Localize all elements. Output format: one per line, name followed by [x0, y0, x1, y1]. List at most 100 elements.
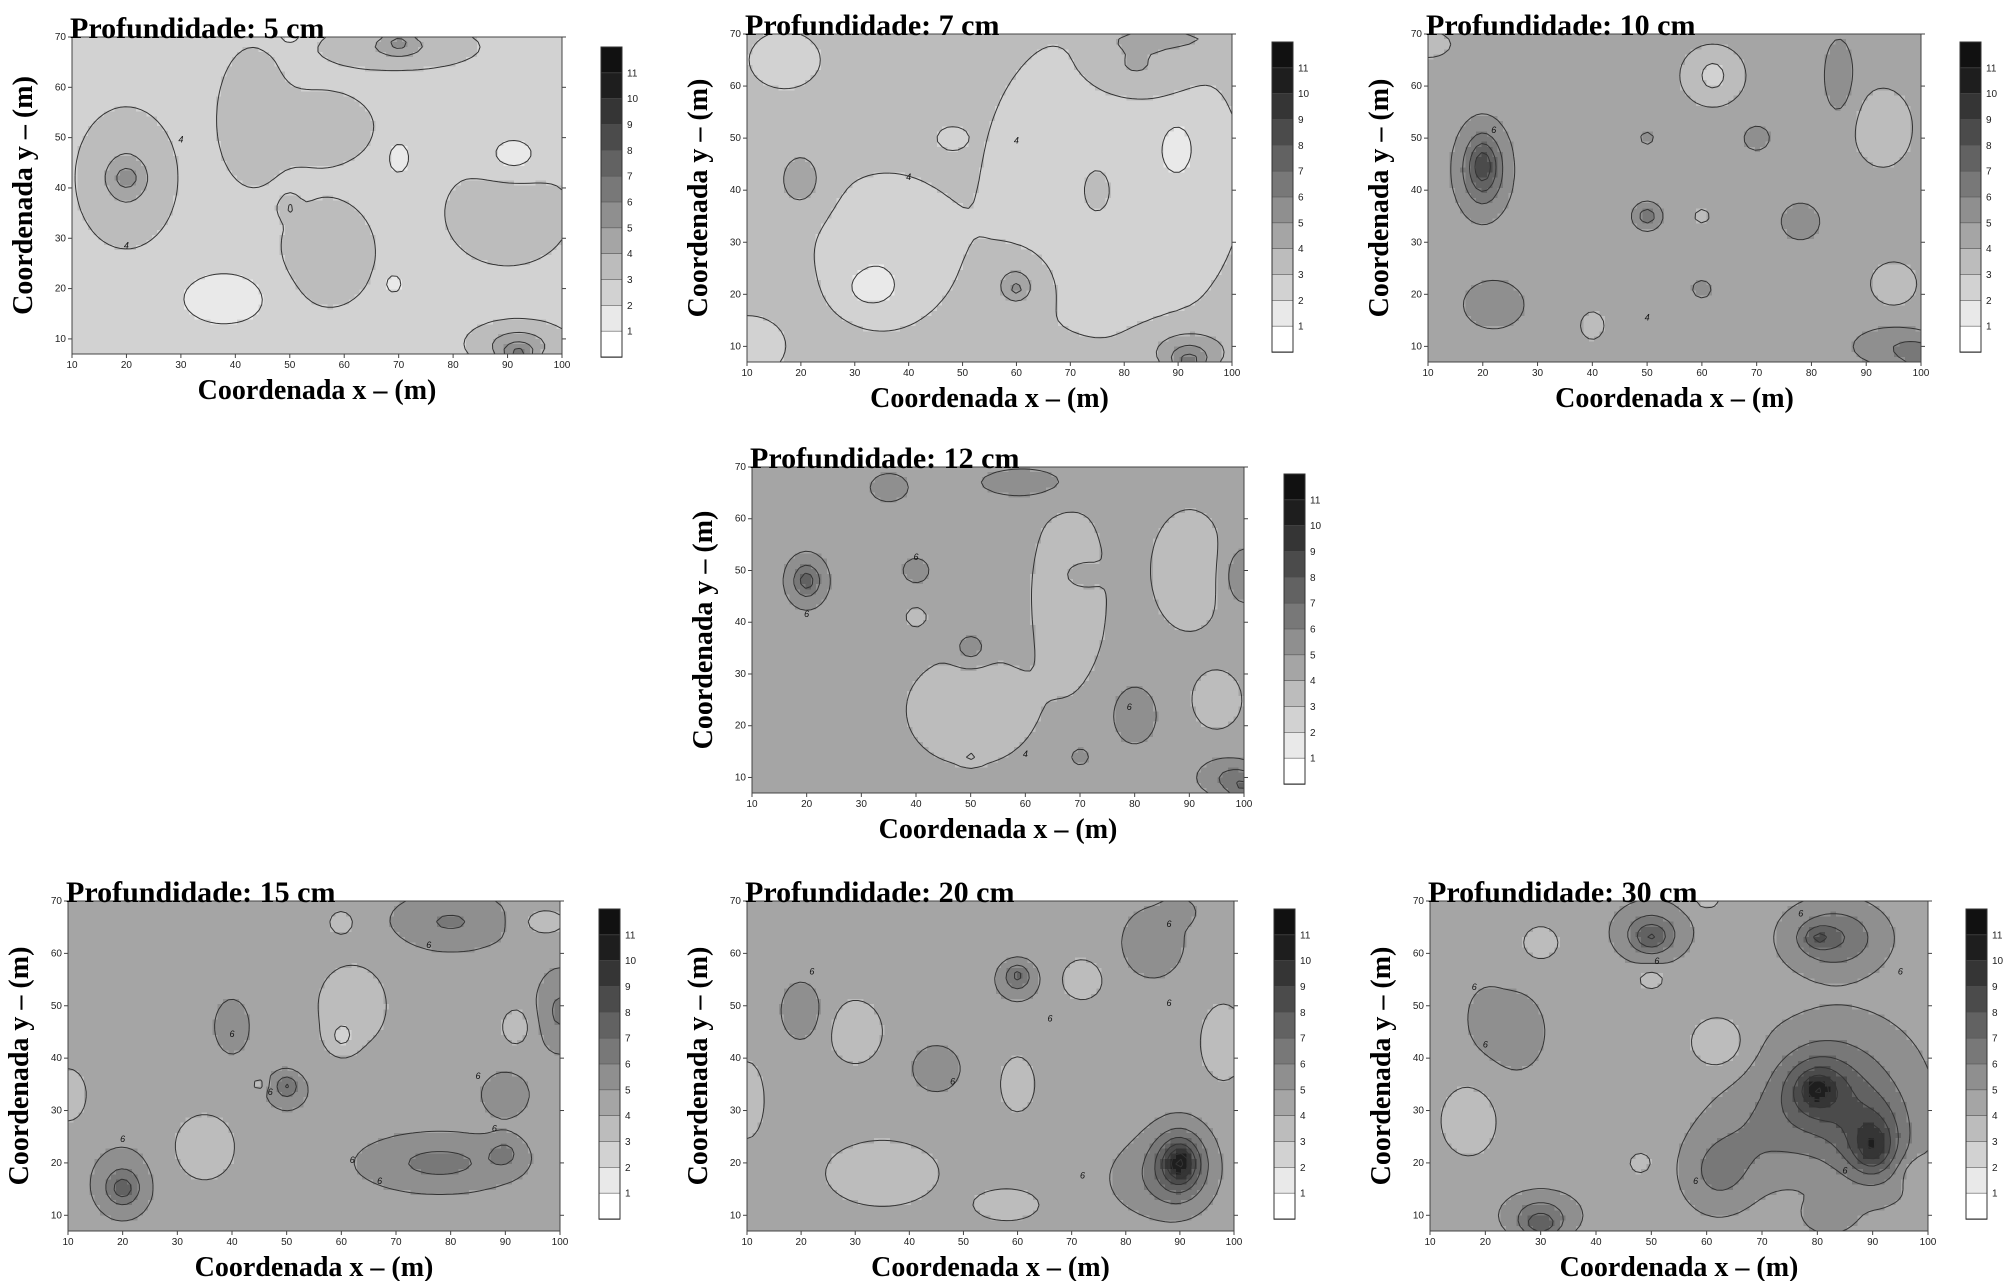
x-tick-label: 60: [1020, 799, 1032, 810]
colorbar-label: 10: [625, 956, 637, 967]
colorbar-swatch: [1272, 94, 1293, 120]
y-tick-label: 60: [55, 82, 67, 93]
contour-fill: [72, 37, 563, 355]
x-tick-label: 100: [554, 360, 571, 371]
colorbar-swatch: [1966, 1167, 1987, 1193]
colorbar-swatch: [1284, 655, 1305, 681]
contour-fill: [752, 467, 1245, 794]
x-tick-label: 90: [502, 360, 514, 371]
colorbar-label: 11: [1298, 63, 1309, 74]
y-tick-label: 30: [51, 1106, 63, 1117]
x-tick-label: 90: [1861, 368, 1873, 379]
colorbar-swatch: [1272, 197, 1293, 223]
x-tick-label: 60: [1012, 1237, 1024, 1248]
contour-label: 4: [1014, 135, 1019, 145]
y-tick-label: 60: [1413, 948, 1425, 959]
y-tick-label: 20: [730, 1158, 742, 1169]
x-tick-label: 70: [390, 1237, 402, 1248]
y-axis-label: Coordenada y – (m): [683, 947, 714, 1186]
x-tick-label: 60: [1696, 368, 1708, 379]
colorbar-swatch: [599, 1038, 620, 1064]
y-axis-label: Coordenada y – (m): [1364, 79, 1395, 318]
panel-title: Profundidade: 30 cm: [1428, 876, 1697, 909]
colorbar-swatch: [1960, 68, 1981, 94]
y-tick-label: 70: [730, 896, 742, 907]
y-tick-label: 60: [730, 948, 742, 959]
y-tick-label: 20: [1411, 289, 1423, 300]
colorbar-label: 9: [627, 120, 633, 131]
x-tick-label: 50: [958, 1237, 970, 1248]
colorbar-swatch: [1284, 707, 1305, 733]
y-tick-label: 70: [730, 29, 742, 40]
colorbar-label: 10: [1300, 956, 1312, 967]
colorbar-swatch: [601, 280, 622, 306]
colorbar-swatch: [1960, 171, 1981, 197]
colorbar-swatch: [1272, 171, 1293, 197]
colorbar-swatch: [1284, 474, 1305, 500]
panel-title: Profundidade: 20 cm: [745, 876, 1014, 909]
colorbar-swatch: [599, 1167, 620, 1193]
colorbar-label: 11: [1992, 930, 2003, 941]
x-tick-label: 40: [1587, 368, 1599, 379]
colorbar-label: 2: [1298, 296, 1304, 307]
colorbar-swatch: [599, 909, 620, 935]
x-tick-label: 80: [1120, 1237, 1132, 1248]
colorbar-swatch: [1274, 909, 1295, 935]
colorbar-swatch: [599, 935, 620, 961]
x-tick-label: 80: [1812, 1237, 1824, 1248]
colorbar-label: 5: [1300, 1085, 1306, 1096]
colorbar-label: 5: [1986, 218, 1992, 229]
colorbar-swatch: [1966, 987, 1987, 1013]
colorbar-swatch: [1284, 681, 1305, 707]
y-tick-label: 60: [730, 81, 742, 92]
colorbar-label: 11: [1986, 63, 1997, 74]
colorbar-label: 3: [625, 1137, 631, 1148]
colorbar-label: 4: [625, 1111, 631, 1122]
contour-label: 6: [804, 609, 809, 619]
x-tick-label: 60: [1701, 1237, 1713, 1248]
colorbar-label: 6: [1300, 1060, 1306, 1071]
colorbar-label: 1: [1992, 1189, 1998, 1200]
colorbar-swatch: [1960, 300, 1981, 326]
colorbar-swatch: [599, 1142, 620, 1168]
y-tick-label: 40: [1413, 1053, 1425, 1064]
y-tick-label: 70: [735, 462, 747, 473]
colorbar-swatch: [1966, 1038, 1987, 1064]
x-axis-ticks: 10 20 30 40 50 60 70 80 90 100: [741, 1231, 1242, 1248]
colorbar-label: 1: [1310, 754, 1316, 765]
y-axis-label: Coordenada y – (m): [683, 79, 714, 318]
colorbar-label: 10: [1992, 956, 2004, 967]
contour-label: 6: [1693, 1176, 1698, 1186]
colorbar-label: 6: [627, 198, 633, 209]
contour-label: 6: [350, 1155, 355, 1165]
colorbar-swatch: [1272, 68, 1293, 94]
x-tick-label: 40: [1590, 1237, 1602, 1248]
y-tick-label: 10: [55, 334, 67, 345]
colorbar-swatch: [1966, 909, 1987, 935]
contour-label: 6: [229, 1029, 234, 1039]
x-tick-label: 90: [1173, 368, 1185, 379]
colorbar-label: 1: [625, 1189, 631, 1200]
panel-title: Profundidade: 10 cm: [1426, 9, 1695, 42]
colorbar-swatch: [601, 305, 622, 331]
colorbar-swatch: [1274, 1142, 1295, 1168]
x-tick-label: 20: [1480, 1237, 1492, 1248]
colorbar-label: 2: [1310, 728, 1316, 739]
y-tick-label: 50: [1411, 133, 1423, 144]
colorbar-swatch: [1272, 42, 1293, 68]
colorbar-swatch: [1274, 1064, 1295, 1090]
colorbar-swatch: [601, 150, 622, 176]
contour-label: 6: [1127, 702, 1132, 712]
x-tick-label: 30: [856, 799, 868, 810]
x-tick-label: 10: [741, 368, 753, 379]
colorbar-swatch: [1960, 326, 1981, 352]
y-tick-label: 20: [51, 1158, 63, 1169]
x-tick-label: 60: [339, 360, 351, 371]
contour-label: 6: [1491, 125, 1496, 135]
x-tick-label: 10: [1424, 1237, 1436, 1248]
x-tick-label: 70: [1751, 368, 1763, 379]
colorbar-swatch: [1960, 42, 1981, 68]
